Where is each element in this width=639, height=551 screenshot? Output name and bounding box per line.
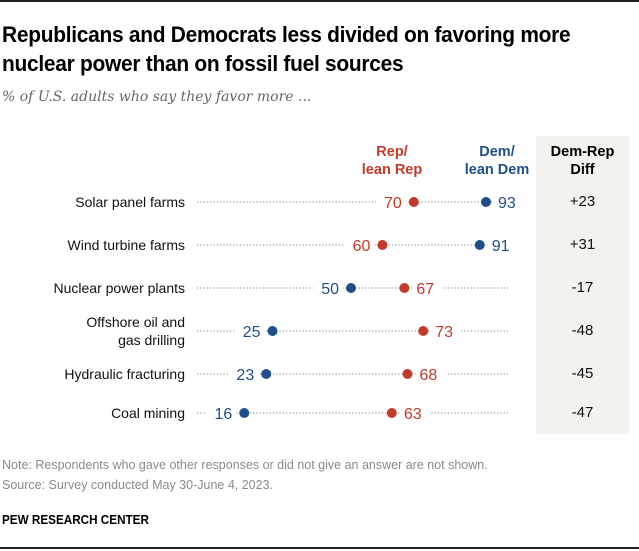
dem-dot [267,326,278,336]
top-rule [0,0,639,2]
diff-value: +23 [569,193,596,210]
rep-value-label: 63 [404,406,422,423]
dem-value-label: 91 [492,238,510,255]
label-backdrop [375,193,406,211]
diff-value: +31 [569,236,596,253]
legend-rep-line2: lean Rep [361,162,423,178]
category-label-line: Coal mining [111,405,185,421]
dem-value-label: 93 [498,195,516,212]
diff-column-background [536,136,629,434]
dem-value-label: 23 [236,367,254,384]
note-text: Note: Respondents who gave other respons… [2,458,488,472]
rep-dot [402,369,413,379]
category-label: Offshore oil and gas drilling [86,313,185,349]
category-label-line: gas drilling [118,332,185,348]
diff-header-line1: Dem-Rep [550,144,615,160]
legend-rep-line1: Rep/ [376,144,408,160]
legend-dem: Dem/ lean Dem [457,143,537,179]
dem-dot [239,408,250,418]
category-label: Coal mining [111,404,185,422]
bottom-rule [0,547,639,549]
label-backdrop [399,404,430,422]
label-backdrop [431,322,462,340]
diff-value: -17 [571,279,594,296]
label-backdrop [206,404,237,422]
brand-logo-text: PEW RESEARCH CENTER [2,512,149,527]
source-text: Source: Survey conducted May 30-June 4, … [2,478,273,492]
chart-subtitle: % of U.S. adults who say they favor more… [2,89,312,105]
dem-dot [481,197,492,207]
label-backdrop [313,279,343,297]
rep-dot [386,408,397,418]
label-backdrop [415,365,446,383]
rep-value-label: 73 [435,324,453,341]
legend-rep: Rep/ lean Rep [352,143,432,179]
dem-dot [346,283,356,293]
dem-value-label: 25 [243,324,261,341]
category-label: Solar panel farms [75,193,185,211]
label-backdrop [494,193,525,211]
legend-dem-line2: lean Dem [464,162,530,178]
rep-dot [399,283,410,293]
category-label-line: Wind turbine farms [67,237,185,253]
dem-value-label: 50 [321,281,339,298]
diff-value: -47 [571,404,594,421]
diff-value: -45 [571,365,594,382]
category-label-line: Solar panel farms [75,194,185,210]
diff-value: -48 [571,322,594,339]
diff-column-header: Dem-Rep Diff [536,143,629,179]
category-label: Hydraulic fracturing [64,365,185,383]
dem-value-label: 16 [214,406,232,423]
rep-dot [408,197,419,207]
rep-value-label: 67 [416,281,434,298]
category-label-line: Nuclear power plants [53,280,185,296]
dem-dot [261,369,272,379]
label-backdrop [228,365,259,383]
category-label: Nuclear power plants [53,279,185,297]
category-label-line: Hydraulic fracturing [64,366,185,382]
label-backdrop [234,322,265,340]
rep-value-label: 60 [353,238,371,255]
rep-value-label: 70 [384,195,402,212]
label-backdrop [487,236,518,254]
rep-dot [418,326,429,336]
legend-dem-line1: Dem/ [479,144,515,160]
label-backdrop [412,279,443,297]
dem-dot [474,240,485,250]
category-label-line: Offshore oil and [86,314,185,330]
category-label: Wind turbine farms [68,236,185,254]
rep-value-label: 68 [420,367,438,384]
chart-title: Republicans and Democrats less divided o… [2,22,571,76]
rep-dot [377,240,388,250]
label-backdrop [344,236,375,254]
diff-header-line2: Diff [570,162,595,178]
